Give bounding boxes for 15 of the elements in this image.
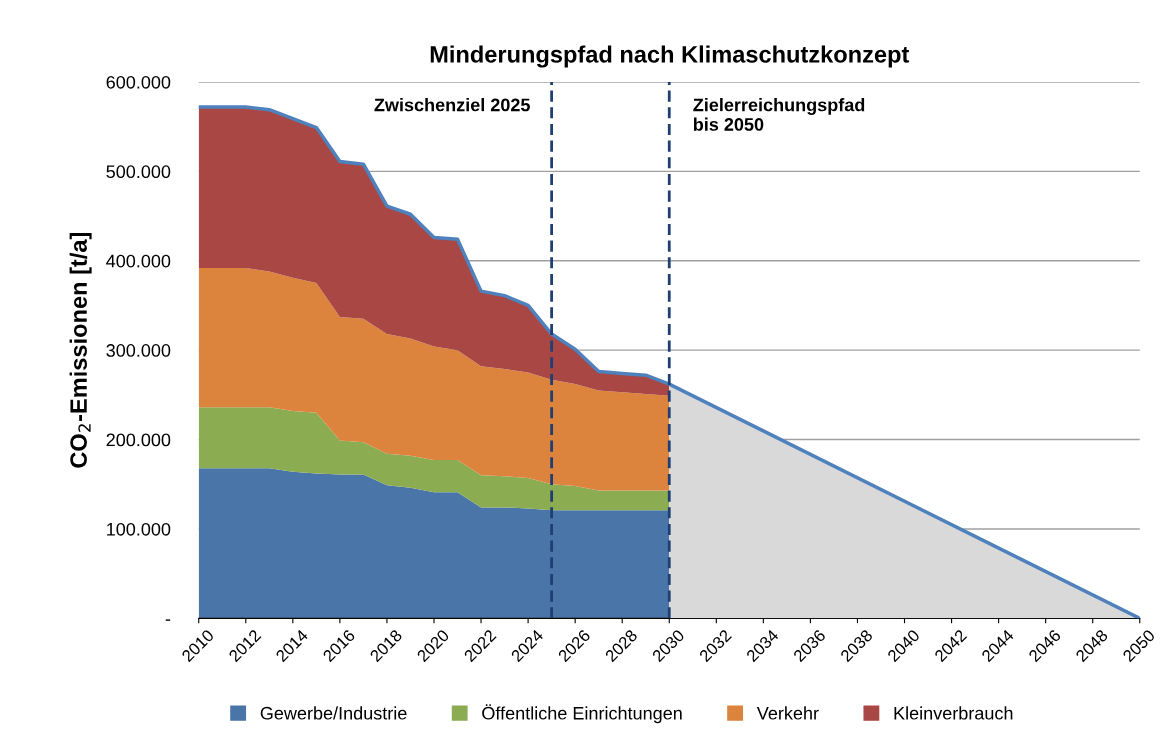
y-tick-label: 500.000 — [106, 165, 171, 179]
y-tick-label: 100.000 — [107, 522, 171, 536]
y-tick-label: - — [165, 619, 171, 621]
y-tick-label: 200.000 — [106, 433, 171, 447]
y-tick-label: 300.000 — [106, 344, 171, 357]
legend-label: Gewerbe/Industrie — [260, 706, 407, 720]
chart-title: Minderungspfad nach Klimaschutzkonzept — [430, 45, 910, 68]
y-tick-label: 600.000 — [106, 75, 171, 89]
legend-label: Öffentliche Einrichtungen — [482, 704, 682, 724]
y-tick-label: 400.000 — [106, 254, 171, 268]
legend-label: Kleinverbrauch — [894, 706, 1013, 720]
y-axis-title: CO$_{2}$-Emissionen [t/a] — [69, 232, 92, 468]
ref-line-label: Zielerreichungspfad bis 2050 — [693, 98, 865, 131]
legend-label: Verkehr — [756, 706, 819, 720]
ref-line-label: Zwischenziel 2025 — [374, 98, 530, 112]
